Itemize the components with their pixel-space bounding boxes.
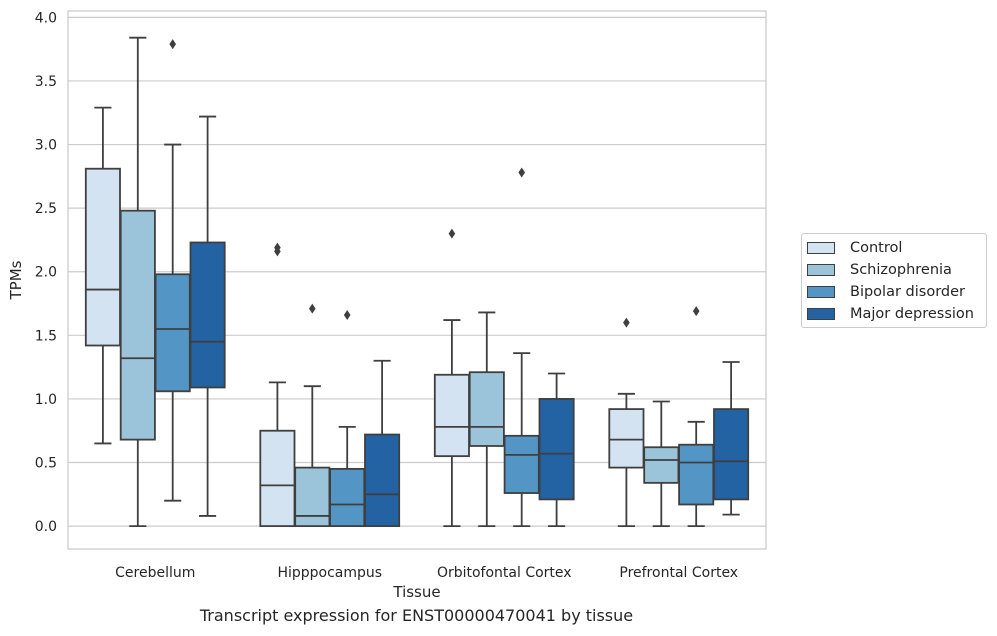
legend-item-control: Control [807,237,902,259]
y-tick-labels: 0.0 0.5 1.0 1.5 2.0 2.5 3.0 3.5 4.0 [35,10,57,535]
box-body [433,373,470,458]
outlier-marker [309,303,316,314]
box-body [154,273,191,393]
box-bipolar-disorder [503,167,540,528]
y-axis-label: TPMs [7,260,25,300]
box-bipolar-disorder [329,309,366,528]
outlier-marker [343,309,351,320]
box-schizophrenia [643,400,680,528]
box-body [538,398,575,501]
box-body [259,429,296,528]
box-body [119,209,156,441]
legend-swatch-schizophrenia [807,264,835,276]
x-tick-label: Prefrontal Cortex [619,565,738,581]
box-body [608,408,645,469]
box-major-depression [189,115,226,517]
box-control [259,242,296,528]
box-body [189,241,226,389]
box-body [713,408,750,501]
x-tick-labels: Cerebellum Hipppocampus Orbitofontal Corte… [115,565,738,581]
box-body [678,443,715,506]
y-tick-label: 1.5 [35,328,57,344]
outlier-marker [623,317,630,328]
x-tick-label: Hipppocampus [277,565,382,581]
legend-label-control: Control [850,240,903,256]
legend-label-major-depression: Major depression [850,306,974,322]
box-body [294,466,331,528]
legend-swatch-control [807,242,835,254]
y-tick-label: 3.0 [35,138,57,154]
box-body [329,467,366,528]
legend: Control Schizophrenia Bipolar disorder M… [801,233,987,328]
outlier-marker [692,306,700,317]
legend-label-schizophrenia: Schizophrenia [850,262,952,278]
x-axis-label: Tissue [392,583,440,601]
y-tick-label: 2.5 [35,201,57,217]
box-bipolar-disorder [678,306,715,528]
y-tick-label: 3.5 [35,74,57,90]
y-tick-label: 0.5 [35,456,57,472]
legend-item-schizophrenia: Schizophrenia [807,259,952,281]
box-control [433,228,470,528]
x-tick-label: Cerebellum [115,565,195,581]
outlier-marker [274,242,281,253]
box-control [84,106,121,445]
box-bipolar-disorder [154,39,191,502]
box-control [608,317,645,528]
box-body [84,167,121,347]
y-tick-label: 1.0 [35,392,57,408]
boxes [84,36,750,528]
chart-caption: Transcript expression for ENST0000047004… [199,606,634,625]
box-body [468,371,505,447]
box-body [643,446,680,484]
legend-swatch-major-depression [807,308,835,320]
y-tick-label: 2.0 [35,265,57,281]
outlier-marker [448,228,456,239]
x-tick-label: Orbitofontal Cortex [437,565,572,581]
legend-item-major-depression: Major depression [807,303,974,325]
box-schizophrenia [468,311,505,528]
box-major-depression [713,361,750,516]
y-tick-label: 0.0 [35,519,57,535]
outlier-marker [169,39,176,50]
gridlines [68,16,766,527]
box-major-depression [364,359,401,528]
box-major-depression [538,372,575,528]
y-tick-label: 4.0 [35,10,57,26]
box-body [503,434,540,494]
legend-swatch-bipolar-disorder [807,286,835,298]
legend-label-bipolar-disorder: Bipolar disorder [850,284,965,300]
outlier-marker [518,167,525,178]
legend-item-bipolar-disorder: Bipolar disorder [807,281,965,303]
box-body [364,433,401,528]
